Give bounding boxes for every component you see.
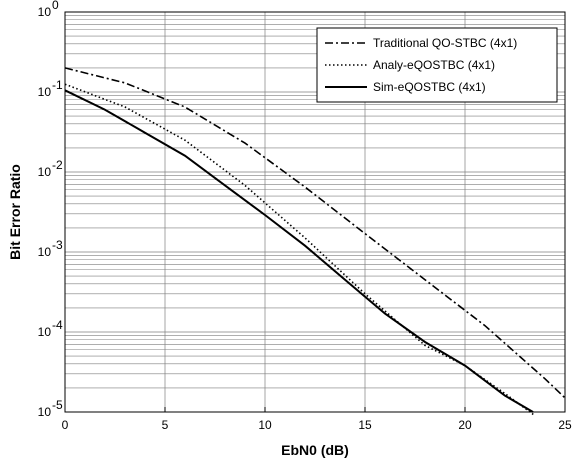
series-line-0: [64, 67, 566, 399]
y-tick-exponent: -5: [52, 398, 63, 412]
y-tick-exponent: -1: [52, 78, 63, 92]
legend-label-1: Analy-eQOSTBC (4x1): [373, 58, 495, 72]
x-tick-label: 20: [458, 418, 472, 432]
y-tick-exponent: 0: [52, 0, 59, 12]
y-tick-exponent: -4: [52, 318, 63, 332]
y-tick-label: 10: [38, 245, 52, 259]
x-axis-label: EbN0 (dB): [281, 442, 349, 458]
legend: Traditional QO-STBC (4x1) Analy-eQOSTBC (…: [316, 27, 558, 103]
y-tick-label: 10: [38, 325, 52, 339]
y-tick-exponent: -2: [52, 158, 63, 172]
legend-label-0: Traditional QO-STBC (4x1): [373, 36, 517, 50]
plot-frame: [64, 11, 566, 413]
y-tick-label: 10: [38, 405, 52, 419]
x-tick-label: 5: [162, 418, 169, 432]
y-tick-label: 10: [38, 85, 52, 99]
series-line-1: [64, 83, 536, 417]
y-tick-exponent: -3: [52, 238, 63, 252]
x-tick-label: 0: [62, 418, 69, 432]
series-lines: [64, 67, 566, 417]
x-tick-label: 25: [558, 418, 572, 432]
x-tick-labels: 0 5 10 15 20 25: [62, 418, 572, 432]
series-line-2: [64, 89, 534, 413]
legend-label-2: Sim-eQOSTBC (4x1): [373, 80, 486, 94]
x-tick-label: 10: [258, 418, 272, 432]
y-tick-label: 10: [38, 5, 52, 19]
y-axis-label: Bit Error Ratio: [7, 164, 23, 260]
y-tick-label: 10: [38, 165, 52, 179]
x-tick-label: 15: [358, 418, 372, 432]
